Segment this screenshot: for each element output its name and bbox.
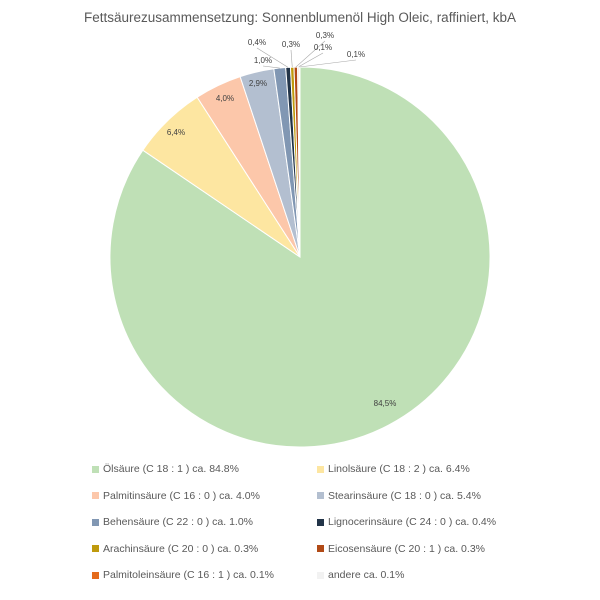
legend-swatch	[317, 571, 324, 579]
legend-swatch	[92, 465, 99, 473]
chart-title: Fettsäurezusammensetzung: Sonnenblumenöl…	[84, 10, 516, 25]
slice-data-label: 2,9%	[249, 79, 267, 88]
legend-label: andere ca. 0.1%	[328, 569, 405, 581]
slice-data-label: 0,3%	[316, 31, 334, 40]
leader-line	[256, 47, 289, 68]
slice-data-label: 84,5%	[374, 399, 397, 408]
legend-item: andere ca. 0.1%	[317, 568, 542, 582]
legend-item: Palmitinsäure (C 16 : 0 ) ca. 4.0%	[92, 489, 317, 503]
legend-item: Arachinsäure (C 20 : 0 ) ca. 0.3%	[92, 542, 317, 556]
legend-label: Linolsäure (C 18 : 2 ) ca. 6.4%	[328, 463, 470, 475]
legend-swatch	[92, 518, 99, 526]
legend-label: Ölsäure (C 18 : 1 ) ca. 84.8%	[103, 463, 239, 475]
legend-label: Lignocerinsäure (C 24 : 0 ) ca. 0.4%	[328, 516, 497, 528]
legend-item: Behensäure (C 22 : 0 ) ca. 1.0%	[92, 515, 317, 529]
leader-line	[295, 40, 326, 68]
legend-swatch	[317, 465, 324, 473]
legend-label: Palmitoleinsäure (C 16 : 1 ) ca. 0.1%	[103, 569, 274, 581]
slice-data-label: 6,4%	[167, 128, 185, 137]
legend-label: Behensäure (C 22 : 0 ) ca. 1.0%	[103, 516, 253, 528]
slice-data-label: 0,4%	[248, 38, 266, 47]
legend-item: Ölsäure (C 18 : 1 ) ca. 84.8%	[92, 462, 317, 476]
slice-data-label: 0,1%	[347, 50, 365, 59]
legend-swatch	[92, 492, 99, 499]
legend-item: Stearinsäure (C 18 : 0 ) ca. 5.4%	[317, 489, 542, 503]
legend-item: Lignocerinsäure (C 24 : 0 ) ca. 0.4%	[317, 515, 542, 529]
leader-line	[299, 59, 357, 68]
chart-legend: Ölsäure (C 18 : 1 ) ca. 84.8% Linolsäure …	[92, 462, 552, 582]
leader-line	[290, 49, 293, 68]
legend-item: Linolsäure (C 18 : 2 ) ca. 6.4%	[317, 462, 542, 476]
legend-swatch	[92, 571, 99, 579]
legend-swatch	[317, 545, 324, 552]
slice-data-label: 4,0%	[216, 94, 234, 103]
legend-label: Eicosensäure (C 20 : 1 ) ca. 0.3%	[328, 542, 485, 555]
legend-swatch	[317, 518, 324, 526]
leader-line	[262, 65, 280, 69]
slice-data-label: 0,3%	[282, 40, 300, 49]
legend-swatch	[317, 492, 324, 499]
legend-label: Palmitinsäure (C 16 : 0 ) ca. 4.0%	[103, 489, 260, 502]
legend-label: Arachinsäure (C 20 : 0 ) ca. 0.3%	[103, 542, 259, 555]
legend-item: Eicosensäure (C 20 : 1 ) ca. 0.3%	[317, 542, 542, 556]
slice-data-label: 0,1%	[314, 43, 332, 52]
legend-label: Stearinsäure (C 18 : 0 ) ca. 5.4%	[328, 489, 481, 502]
legend-item: Palmitoleinsäure (C 16 : 1 ) ca. 0.1%	[92, 568, 317, 582]
slice-data-label: 1,0%	[254, 56, 272, 65]
legend-swatch	[92, 545, 99, 552]
leader-line	[298, 52, 324, 68]
